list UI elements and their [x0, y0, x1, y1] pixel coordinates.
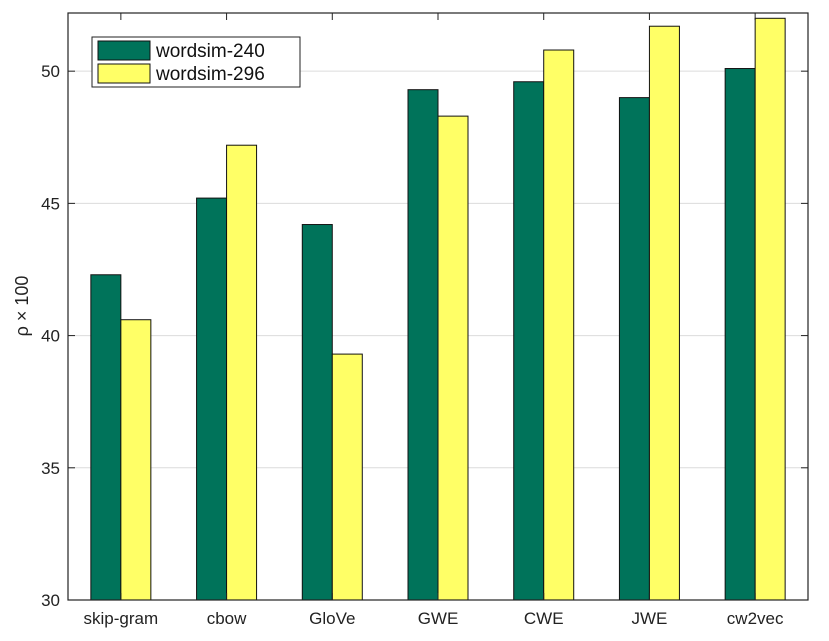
bar-wordsim-296-CWE: [543, 49, 575, 601]
bar-wordsim-296-GloVe: [331, 353, 363, 601]
bar-wordsim-296-GWE: [437, 115, 469, 601]
legend: wordsim-240 wordsim-296: [91, 36, 301, 88]
bar-wordsim-240-GWE: [407, 89, 439, 601]
x-tick-label-GloVe: GloVe: [309, 609, 355, 628]
legend-label-wordsim-240: wordsim-240: [155, 41, 265, 62]
x-axis-ticks: skip-gram cbow GloVe GWE CWE JWE cw2vec: [84, 13, 784, 628]
y-axis-label: ρ × 100: [12, 276, 32, 337]
bar-wordsim-240-CWE: [513, 81, 545, 601]
y-axis-ticks: 30 35 40 45 50: [41, 62, 808, 610]
bar-wordsim-296-JWE: [648, 25, 680, 601]
x-tick-label-cw2vec: cw2vec: [727, 609, 784, 628]
bar-wordsim-296-cbow: [226, 144, 258, 601]
legend-swatch-wordsim-296: [97, 63, 151, 84]
bars: [90, 17, 786, 601]
x-tick-label-JWE: JWE: [631, 609, 667, 628]
bar-wordsim-240-GloVe: [301, 224, 333, 601]
x-tick-label-GWE: GWE: [418, 609, 459, 628]
y-tick-label: 30: [41, 591, 60, 610]
bar-wordsim-296-skip-gram: [120, 319, 152, 601]
bar-wordsim-240-skip-gram: [90, 274, 122, 601]
x-tick-label-CWE: CWE: [524, 609, 564, 628]
y-tick-label: 50: [41, 62, 60, 81]
legend-label-wordsim-296: wordsim-296: [155, 64, 265, 85]
y-tick-label: 35: [41, 459, 60, 478]
y-tick-label: 40: [41, 327, 60, 346]
bar-wordsim-296-cw2vec: [754, 17, 786, 601]
y-tick-label: 45: [41, 194, 60, 213]
x-tick-label-skip-gram: skip-gram: [84, 609, 159, 628]
legend-swatch-wordsim-240: [97, 40, 151, 61]
bar-wordsim-240-JWE: [618, 97, 650, 601]
x-tick-label-cbow: cbow: [207, 609, 247, 628]
bar-wordsim-240-cbow: [196, 197, 228, 601]
bar-wordsim-240-cw2vec: [724, 68, 756, 601]
